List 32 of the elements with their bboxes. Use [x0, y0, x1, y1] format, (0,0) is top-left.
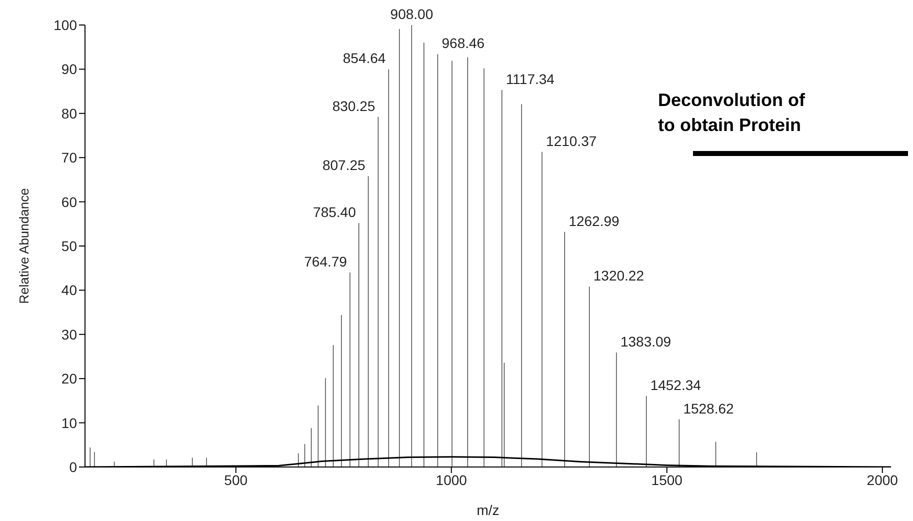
y-tick-label: 30 — [61, 326, 78, 342]
x-tick-label: 2000 — [866, 472, 898, 488]
annotation: 968.46 — [442, 35, 485, 52]
annotation: 807.25 — [322, 157, 366, 174]
annotation: 1452.34 — [650, 376, 702, 393]
y-tick-label: 20 — [61, 370, 78, 387]
y-axis-title: Relative Abundance — [16, 188, 32, 304]
annotation: 854.64 — [342, 50, 386, 66]
annotation: 1320.22 — [593, 268, 644, 284]
text: Deconvolution of to obtain Protein — [658, 90, 805, 136]
annotation: 764.79 — [304, 254, 348, 270]
annotation: 908.00 — [390, 6, 434, 22]
annotation: 1383.09 — [620, 334, 672, 350]
y-tick-label: 70 — [61, 150, 78, 166]
annotation: 785.40 — [313, 204, 356, 220]
x-tick-label: 1500 — [651, 472, 683, 488]
x-tick-label: 1000 — [436, 472, 468, 488]
annotation: 1210.37 — [546, 132, 597, 149]
y-tick-label: 100 — [54, 16, 78, 33]
annotation: 1117.34 — [506, 70, 555, 87]
y-tick-label: 60 — [61, 194, 78, 210]
x-tick-label: 500 — [224, 472, 248, 488]
y-tick-label: 90 — [61, 61, 78, 78]
annotation: 830.25 — [332, 98, 376, 114]
y-tick-label: 80 — [61, 105, 78, 122]
x-axis-title: m/z — [476, 502, 500, 518]
y-tick-label: 50 — [61, 238, 78, 254]
y-tick-label: 10 — [61, 414, 78, 431]
y-tick-label: 40 — [61, 282, 78, 298]
y-tick-label: 0 — [69, 458, 78, 475]
annotation: 1262.99 — [568, 212, 620, 229]
annotation: 1528.62 — [683, 400, 734, 416]
